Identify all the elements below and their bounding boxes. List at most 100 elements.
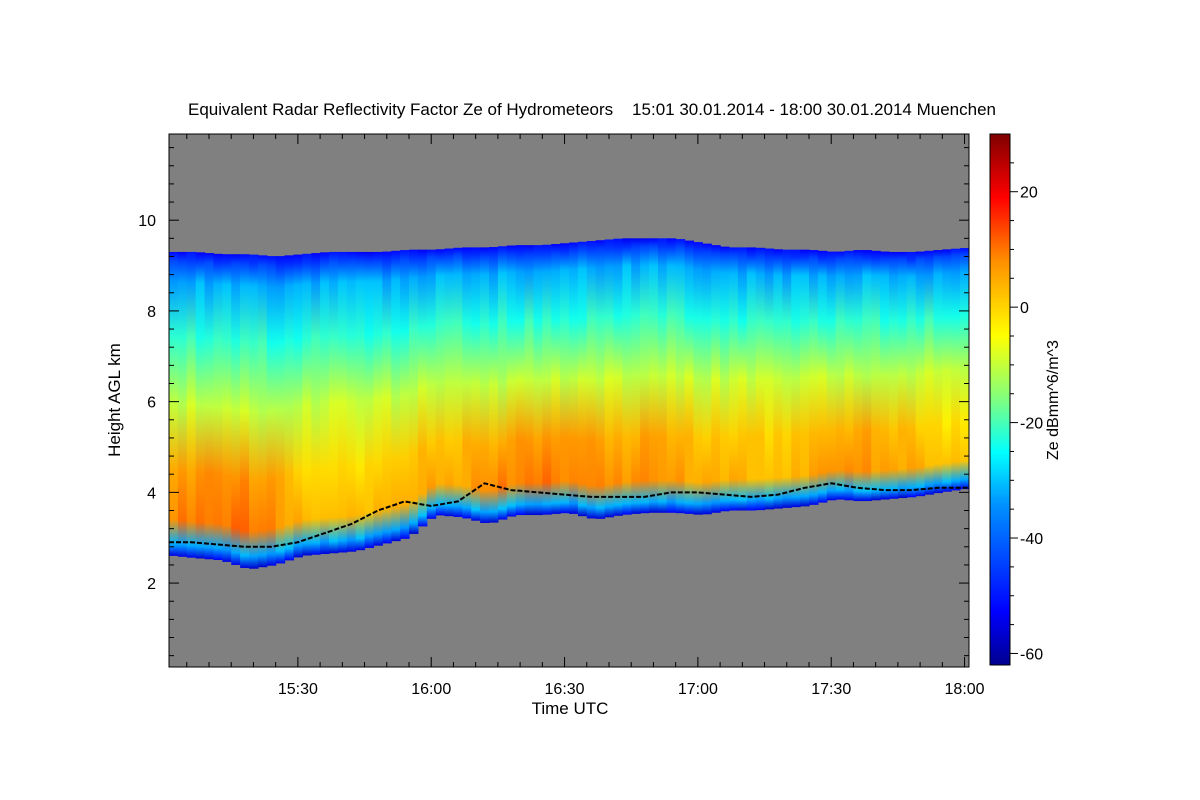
- reflectivity-column: [711, 245, 721, 513]
- reflectivity-column: [862, 250, 872, 502]
- reflectivity-column: [684, 240, 695, 514]
- reflectivity-column: [453, 247, 463, 517]
- x-tick-label: 17:30: [811, 681, 851, 698]
- reflectivity-column: [533, 245, 543, 516]
- reflectivity-column: [382, 251, 392, 544]
- reflectivity-column: [204, 253, 215, 560]
- reflectivity-column: [737, 247, 748, 511]
- reflectivity-column: [764, 248, 775, 510]
- reflectivity-column: [897, 251, 908, 499]
- reflectivity-column: [649, 238, 659, 513]
- reflectivity-column: [951, 248, 961, 491]
- reflectivity-column: [311, 253, 321, 555]
- reflectivity-column: [337, 251, 348, 553]
- reflectivity-column: [169, 251, 179, 556]
- reflectivity-column: [622, 238, 632, 515]
- colorbar-ticks: 20 0 -20 -40 -60: [1010, 162, 1043, 663]
- reflectivity-column: [782, 249, 792, 508]
- reflectivity-column: [186, 251, 197, 558]
- x-tick-label: 17:00: [678, 681, 718, 698]
- x-axis-label: Time UTC: [532, 699, 609, 718]
- reflectivity-column: [284, 255, 295, 561]
- reflectivity-column: [880, 251, 890, 500]
- reflectivity-column: [293, 254, 303, 558]
- reflectivity-column: [222, 254, 232, 562]
- reflectivity-column: [506, 245, 517, 517]
- reflectivity-column: [355, 251, 366, 551]
- reflectivity-column: [720, 246, 730, 512]
- reflectivity-column: [889, 251, 899, 499]
- reflectivity-column: [329, 251, 339, 554]
- reflectivity-column: [266, 256, 277, 566]
- y-tick-label: 4: [147, 485, 156, 502]
- reflectivity-column: [729, 247, 739, 511]
- melting-layer-line: [169, 482, 969, 548]
- reflectivity-column: [960, 248, 969, 490]
- reflectivity-column: [942, 249, 952, 492]
- axes: 15:30 16:00 16:30 17:00 17:30 18:00 2 4 6 8 10: [138, 134, 985, 698]
- reflectivity-column: [586, 240, 597, 519]
- reflectivity-column: [640, 238, 650, 514]
- reflectivity-column: [560, 243, 570, 514]
- reflectivity-column: [933, 250, 943, 494]
- reflectivity-column: [497, 246, 508, 520]
- reflectivity-column: [569, 242, 579, 514]
- reflectivity-column: [595, 240, 606, 519]
- colorbar-tick-label: -20: [1020, 416, 1043, 433]
- chart-title: Equivalent Radar Reflectivity Factor Ze …: [188, 100, 996, 119]
- reflectivity-column: [177, 251, 188, 557]
- reflectivity-column: [391, 250, 401, 542]
- reflectivity-column: [364, 251, 375, 548]
- reflectivity-column: [409, 249, 419, 534]
- reflectivity-column: [817, 250, 828, 503]
- reflectivity-column: [542, 244, 552, 515]
- reflectivity-column: [675, 239, 686, 514]
- reflectivity-column: [577, 241, 588, 517]
- reflectivity-column: [702, 243, 712, 515]
- reflectivity-column: [400, 250, 410, 539]
- reflectivity-column: [373, 251, 383, 546]
- reflectivity-field: [169, 238, 969, 569]
- reflectivity-column: [924, 250, 935, 495]
- colorbar: [989, 133, 1011, 666]
- colorbar-tick-label: 0: [1020, 300, 1029, 317]
- reflectivity-column: [426, 249, 437, 519]
- reflectivity-column: [657, 238, 668, 513]
- colorbar-tick-label: 20: [1020, 185, 1038, 202]
- reflectivity-column: [853, 250, 863, 502]
- colorbar-label: Ze dBmm^6/m^3: [1045, 340, 1062, 460]
- y-tick-label: 8: [147, 304, 156, 321]
- colorbar-tick-label: -40: [1020, 531, 1043, 548]
- reflectivity-column: [489, 247, 499, 523]
- x-tick-label: 18:00: [945, 681, 985, 698]
- reflectivity-column: [800, 249, 810, 507]
- reflectivity-column: [915, 251, 926, 497]
- y-tick-label: 10: [138, 213, 156, 230]
- reflectivity-column: [773, 249, 783, 509]
- reflectivity-column: [604, 239, 615, 518]
- reflectivity-column: [435, 249, 446, 516]
- reflectivity-column: [835, 251, 846, 500]
- y-axis-label: Height AGL km: [105, 343, 124, 457]
- y-tick-label: 6: [147, 395, 156, 412]
- reflectivity-column: [320, 252, 330, 554]
- reflectivity-column: [471, 247, 481, 521]
- reflectivity-column: [906, 251, 917, 498]
- x-tick-label: 16:30: [545, 681, 585, 698]
- reflectivity-column: [480, 247, 490, 523]
- reflectivity-column: [515, 245, 526, 516]
- reflectivity-column: [444, 248, 455, 517]
- reflectivity-column: [755, 247, 766, 511]
- reflectivity-column: [551, 244, 561, 514]
- reflectivity-column: [346, 251, 357, 552]
- reflectivity-column: [666, 238, 677, 513]
- y-tick-label: 2: [147, 576, 156, 593]
- plot-frame: [168, 133, 970, 668]
- reflectivity-column: [213, 253, 223, 561]
- reflectivity-column: [417, 249, 428, 527]
- reflectivity-column: [524, 245, 535, 516]
- reflectivity-column: [809, 250, 819, 505]
- reflectivity-column: [231, 254, 241, 565]
- reflectivity-column: [631, 238, 641, 514]
